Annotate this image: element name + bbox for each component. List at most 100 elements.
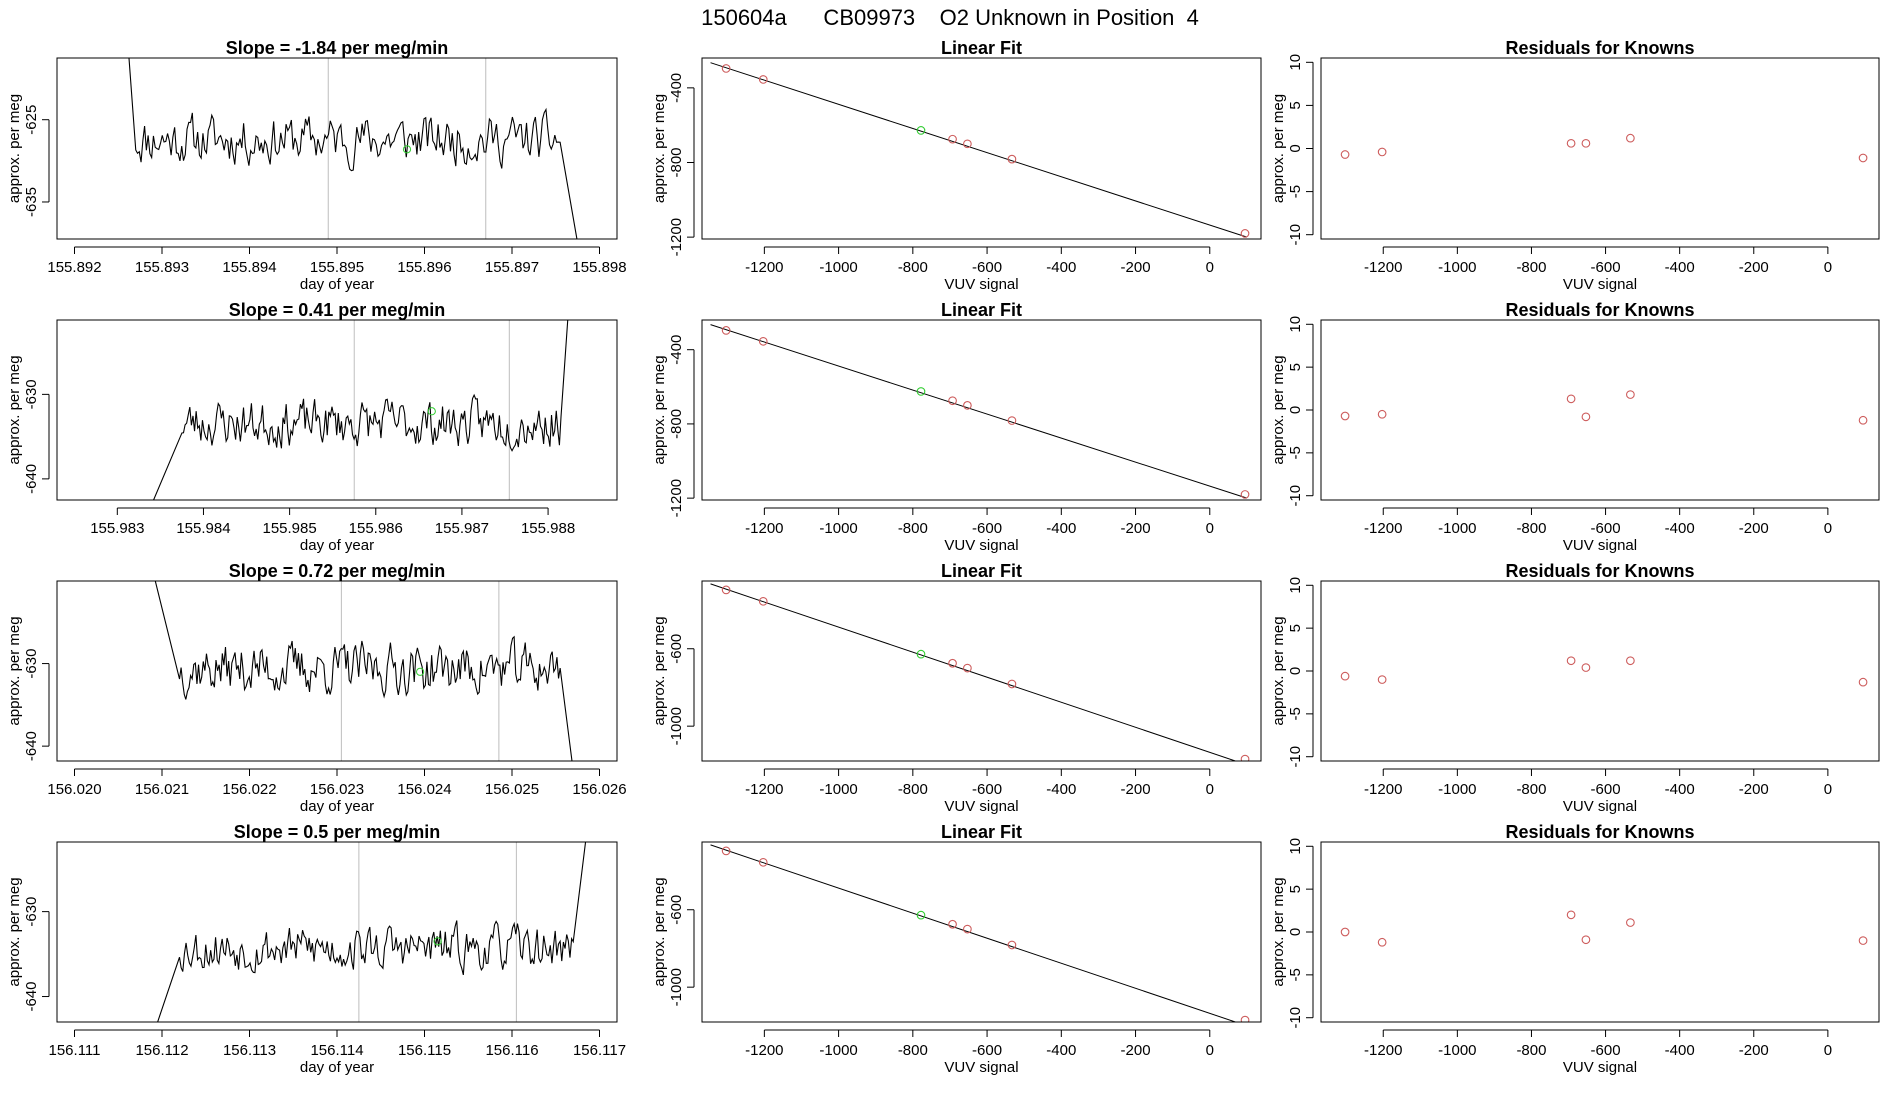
x-tick-label: -200 bbox=[1121, 520, 1151, 537]
x-tick-label: -800 bbox=[1516, 520, 1546, 537]
x-tick-label: -400 bbox=[1665, 781, 1695, 798]
known-point bbox=[1240, 490, 1250, 499]
y-tick-label: 0 bbox=[1287, 406, 1304, 414]
known-point bbox=[963, 401, 972, 410]
residual-point bbox=[1377, 675, 1387, 684]
panel-frame bbox=[701, 841, 1262, 1023]
x-tick-label: -400 bbox=[1046, 520, 1076, 537]
x-tick-label: -1200 bbox=[745, 1042, 783, 1059]
x-tick-label: -200 bbox=[1121, 1042, 1151, 1059]
panel-1-1: Linear Fit -1200 -1000 -800 -600 -400 -200 0 VUV… bbox=[651, 300, 1262, 554]
panel-1-2: Residuals for Knowns-1200 -1000 -800 -600 -4… bbox=[1270, 300, 1880, 554]
x-tick-label: 156.021 bbox=[135, 781, 189, 798]
x-axis-label: VUV signal bbox=[1563, 798, 1637, 815]
panel-frame bbox=[1320, 841, 1880, 1023]
y-tick-label: -10 bbox=[1287, 746, 1304, 768]
x-tick-label: 156.024 bbox=[397, 781, 451, 798]
residual-point bbox=[1566, 910, 1576, 920]
panel-3-2: Residuals for Knowns-1200 -1000 -800 -600 -4… bbox=[1270, 822, 1880, 1076]
x-tick-label: -800 bbox=[1516, 259, 1546, 276]
x-axis: -1200 -1000 -800 -600 -400 -200 0 VUV signal bbox=[745, 246, 1214, 293]
y-tick-label: -1200 bbox=[668, 479, 685, 517]
residual-point bbox=[1340, 927, 1350, 937]
known-point bbox=[948, 919, 957, 929]
y-tick-label: 5 bbox=[1287, 624, 1304, 632]
panel-2-2: Residuals for Knowns-1200 -1000 -800 -600 -4… bbox=[1270, 561, 1880, 815]
residual-point bbox=[1340, 671, 1350, 681]
known-point bbox=[758, 857, 768, 867]
panel-title: Linear Fit bbox=[941, 822, 1022, 842]
plot-area bbox=[1340, 133, 1868, 163]
y-axis-label: approx. per meg bbox=[651, 94, 668, 203]
x-axis: 155.983 155.984 155.985 155.986 155.987 155.9… bbox=[90, 507, 575, 554]
x-axis: -1200 -1000 -800 -600 -400 -200 0 VUV signal bbox=[745, 768, 1214, 815]
x-tick-label: 155.898 bbox=[572, 259, 626, 276]
x-tick-label: 155.893 bbox=[135, 259, 189, 276]
residual-point bbox=[1626, 918, 1635, 927]
x-tick-label: 155.985 bbox=[262, 520, 316, 537]
residual-point bbox=[1626, 656, 1635, 666]
y-axis-label: approx. per meg bbox=[651, 877, 668, 986]
x-tick-label: -600 bbox=[972, 259, 1002, 276]
x-axis: -1200 -1000 -800 -600 -400 -200 0 VUV signal bbox=[745, 1029, 1214, 1076]
y-tick-label: -1000 bbox=[668, 707, 685, 745]
residual-point bbox=[1858, 936, 1868, 945]
y-tick-label: -630 bbox=[23, 897, 40, 927]
unknown-point bbox=[916, 910, 926, 920]
y-tick-label: -1000 bbox=[668, 968, 685, 1006]
known-point bbox=[721, 64, 731, 73]
y-axis-label: approx. per meg bbox=[651, 355, 668, 464]
x-axis-label: VUV signal bbox=[944, 798, 1018, 815]
x-tick-label: 156.111 bbox=[49, 1042, 101, 1059]
plot-area bbox=[1340, 910, 1868, 947]
residual-point bbox=[1858, 677, 1868, 687]
x-tick-label: -1200 bbox=[745, 781, 783, 798]
unknown-marker bbox=[433, 937, 442, 946]
unknown-point bbox=[916, 649, 926, 659]
y-axis-label: approx. per meg bbox=[1270, 877, 1287, 986]
x-tick-label: -1000 bbox=[1438, 1042, 1476, 1059]
x-tick-label: -1000 bbox=[819, 1042, 857, 1059]
y-tick-label: 0 bbox=[1287, 667, 1304, 675]
panel-2-1: Linear Fit -1200 -1000 -800 -600 -400 -200 0 VUV… bbox=[651, 561, 1262, 815]
known-point bbox=[758, 75, 768, 84]
y-tick-label: -400 bbox=[668, 73, 685, 103]
residual-point bbox=[1340, 150, 1350, 159]
panel-title: Linear Fit bbox=[941, 300, 1022, 320]
x-axis: -1200 -1000 -800 -600 -400 -200 0 VUV signal bbox=[1364, 1029, 1832, 1076]
x-tick-label: -1000 bbox=[1438, 259, 1476, 276]
x-tick-label: 155.896 bbox=[397, 259, 451, 276]
x-tick-label: -800 bbox=[1516, 781, 1546, 798]
x-tick-label: 0 bbox=[1206, 1042, 1214, 1059]
x-tick-label: 155.894 bbox=[222, 259, 276, 276]
x-axis: -1200 -1000 -800 -600 -400 -200 0 VUV signal bbox=[745, 507, 1214, 554]
y-tick-label: -1200 bbox=[668, 218, 685, 256]
known-point bbox=[758, 336, 768, 346]
y-tick-label: 5 bbox=[1287, 363, 1304, 371]
residual-point bbox=[1581, 935, 1591, 945]
x-tick-label: 156.026 bbox=[572, 781, 626, 798]
unknown-marker bbox=[427, 407, 436, 416]
panel-title: Residuals for Knowns bbox=[1505, 561, 1694, 581]
x-tick-label: -800 bbox=[898, 520, 928, 537]
known-point bbox=[1007, 940, 1017, 950]
x-tick-label: 155.986 bbox=[349, 520, 403, 537]
y-axis: 10 5 0 -5 -10 approx. per meg bbox=[1270, 316, 1314, 507]
y-tick-label: -640 bbox=[23, 982, 40, 1012]
y-tick-label: -5 bbox=[1287, 446, 1304, 459]
plot-area bbox=[154, 581, 573, 761]
y-tick-label: -5 bbox=[1287, 707, 1304, 720]
y-tick-label: -625 bbox=[23, 105, 40, 135]
panel-frame bbox=[56, 319, 618, 501]
known-point bbox=[758, 596, 768, 606]
x-axis-label: VUV signal bbox=[1563, 537, 1637, 554]
x-tick-label: -1000 bbox=[819, 520, 857, 537]
known-point bbox=[1007, 679, 1017, 689]
x-tick-label: 0 bbox=[1206, 520, 1214, 537]
x-tick-label: 156.023 bbox=[310, 781, 364, 798]
signal-trace bbox=[128, 58, 578, 239]
